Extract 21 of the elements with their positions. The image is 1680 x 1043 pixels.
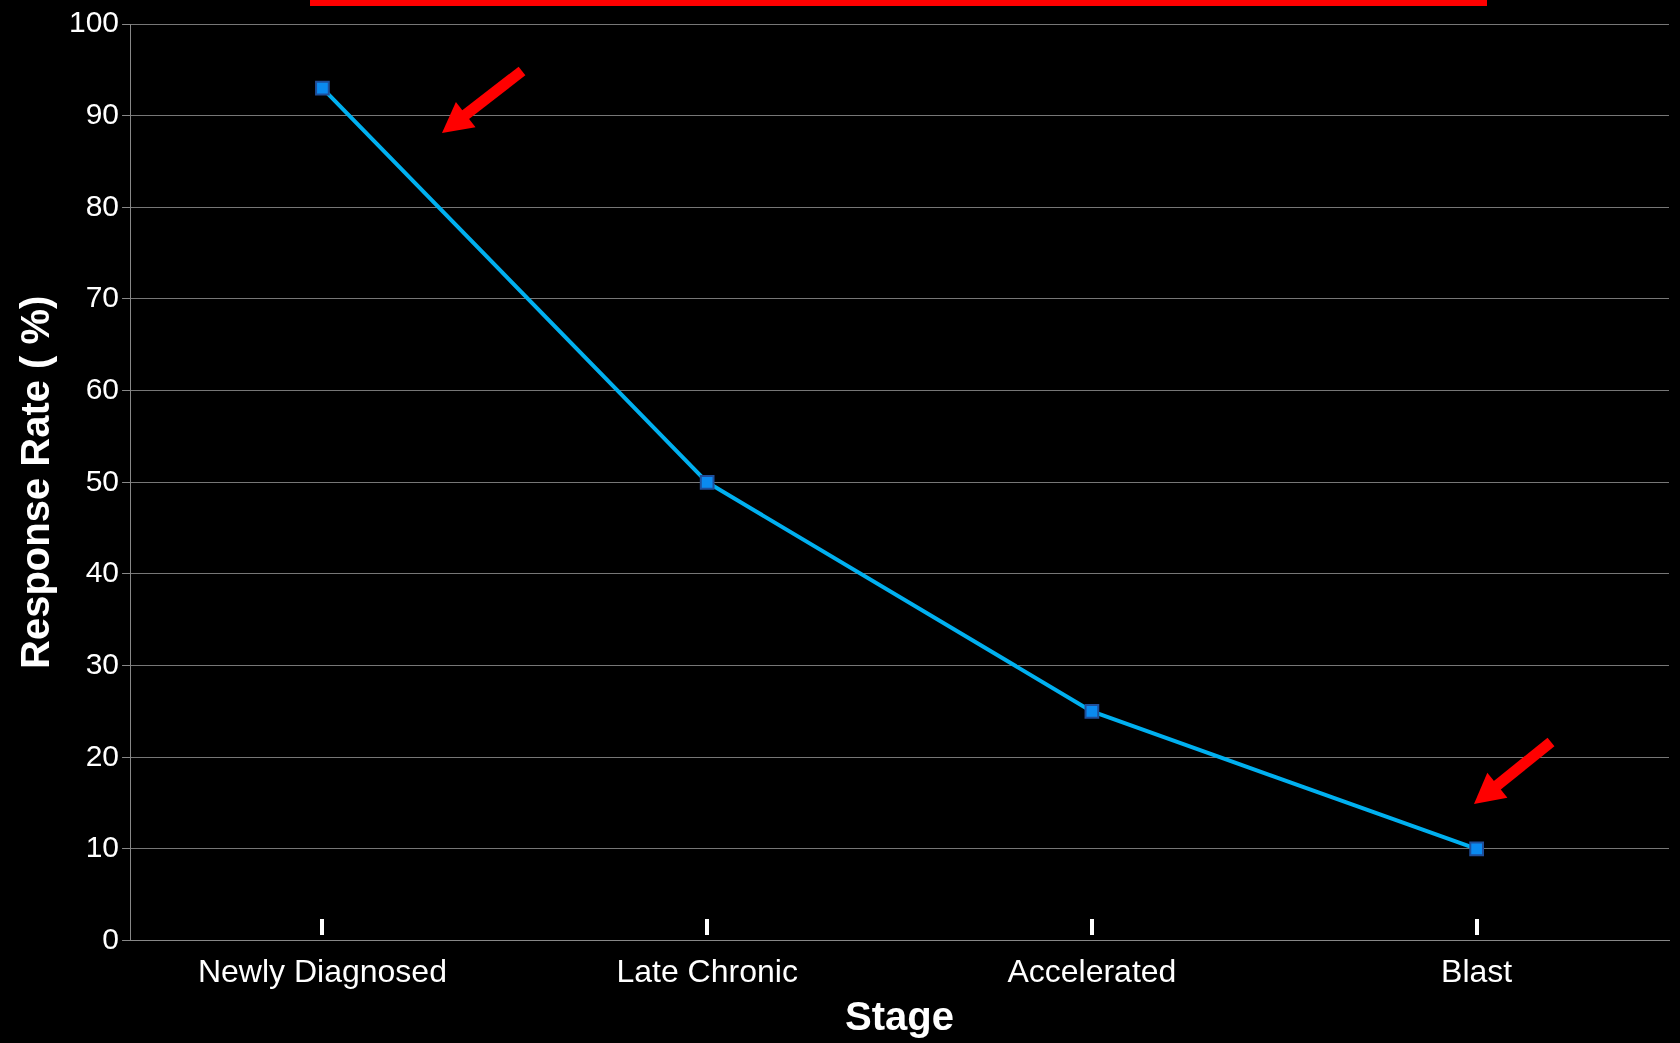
x-tick-label: Newly Diagnosed [197, 952, 447, 989]
point [1469, 841, 1484, 857]
x-axis-title: Stage [845, 994, 954, 1039]
x-tick-label: Late Chronic [616, 952, 798, 989]
y-tick-label: 50 [85, 463, 120, 497]
y-tick-label: 100 [68, 5, 120, 39]
point [699, 474, 715, 490]
point [315, 80, 330, 96]
y-tick-label: 20 [85, 738, 120, 772]
y-axis-title: Response Rate ( %) [13, 295, 58, 670]
y-tick-label: 70 [85, 280, 120, 314]
y-tick-label: 90 [85, 96, 120, 130]
x-tick-label: Blast [1441, 952, 1513, 989]
y-tick-label: 10 [85, 830, 120, 864]
y-tick-label: 0 [102, 921, 120, 955]
x-tick-label: Accelerated [1007, 952, 1177, 989]
y-tick-label: 40 [85, 555, 120, 589]
y-tick-label: 60 [85, 371, 120, 405]
point [1084, 704, 1100, 719]
y-tick-label: 30 [85, 646, 120, 680]
y-tick-label: 80 [85, 188, 120, 222]
